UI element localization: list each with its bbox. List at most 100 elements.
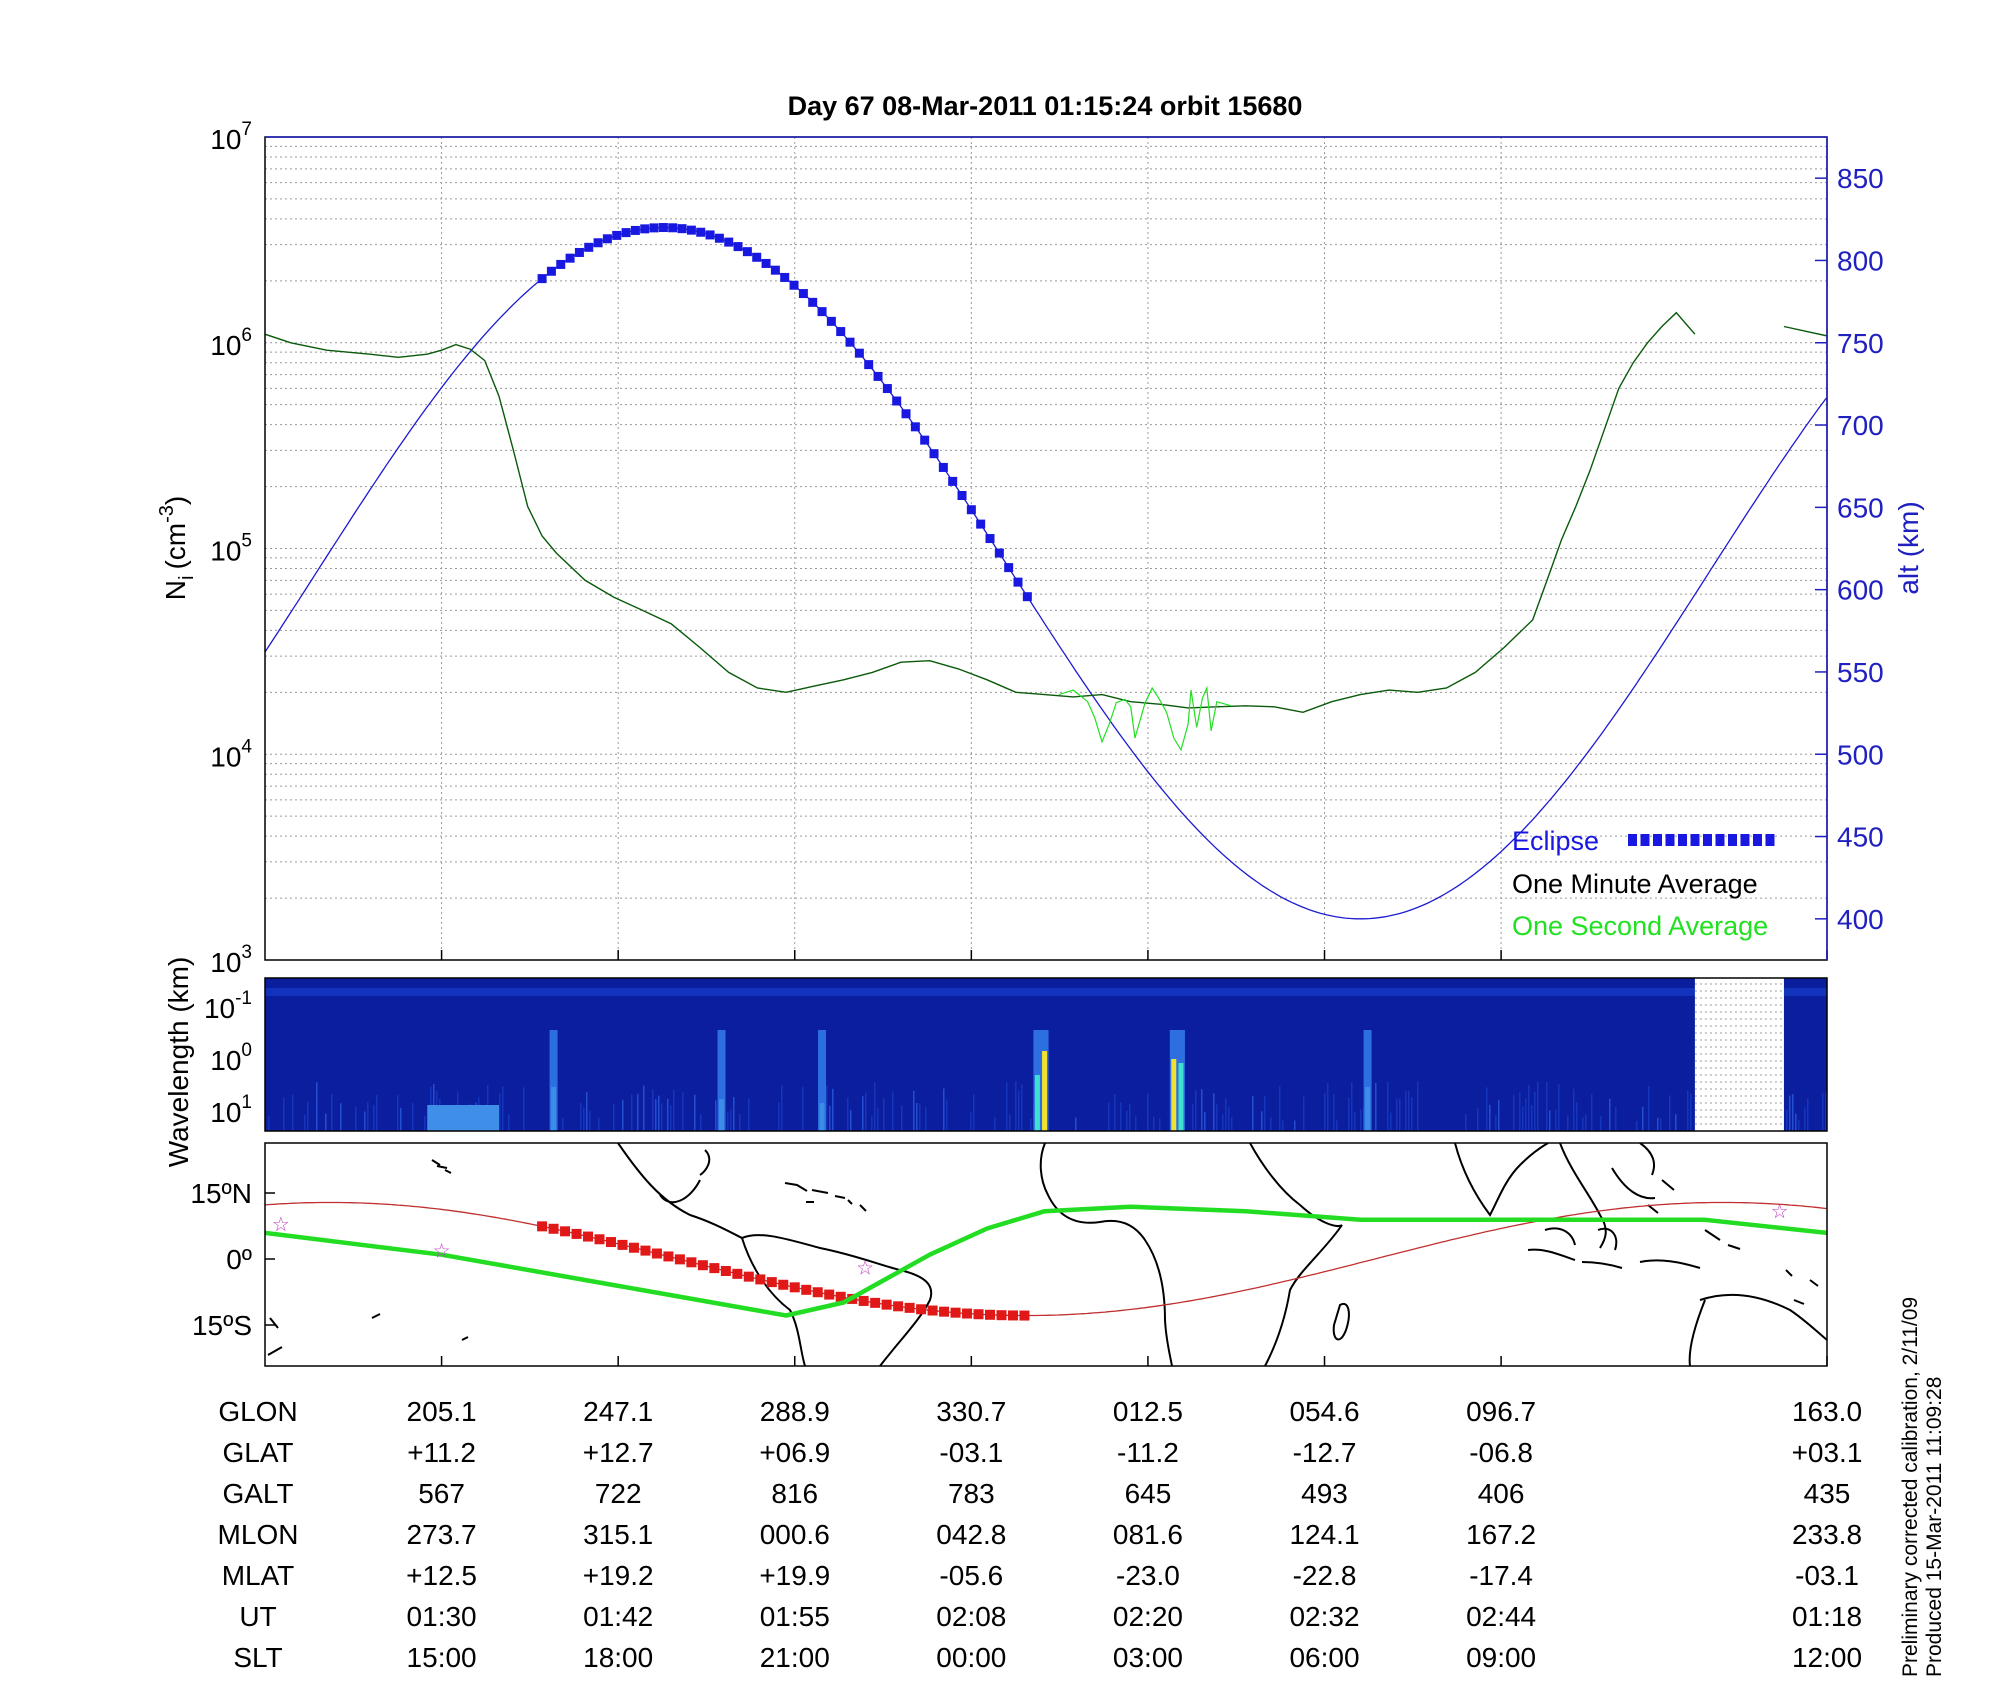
spectrogram-noise — [1399, 1098, 1401, 1131]
spectrogram-noise — [1522, 1106, 1524, 1131]
ground-track-eclipse-marker — [697, 1260, 708, 1271]
density-y-tick-label: 106 — [210, 325, 252, 361]
density-minute-line-after-gap — [1783, 325, 1827, 337]
spectrogram-marks — [265, 978, 1827, 1131]
altitude-y-tick-label: 450 — [1837, 822, 1884, 853]
spectrogram-noise — [1690, 1093, 1692, 1131]
spectrogram-noise — [1795, 1113, 1797, 1131]
spectrogram-noise — [1021, 1084, 1023, 1131]
spectrogram-noise — [1675, 1114, 1677, 1131]
spectrogram-noise — [1261, 1111, 1263, 1131]
legend-eclipse-square — [1653, 834, 1662, 846]
ground-station-star-icon: ☆ — [1771, 1201, 1789, 1223]
ground-track-eclipse-marker — [674, 1254, 685, 1265]
legend-eclipse-square — [1640, 834, 1650, 846]
density-y-tick-base: 10 — [210, 124, 241, 155]
spectrogram-noise — [1531, 1105, 1533, 1131]
footer-produced: Produced 15-Mar-2011 11:09:28 — [1923, 1377, 1946, 1677]
spectrogram-noise — [847, 1097, 849, 1131]
spectrogram-noise — [397, 1095, 399, 1131]
spectrogram-noise — [865, 1092, 867, 1131]
ground-track-eclipse-marker — [870, 1297, 881, 1308]
spectrogram-noise — [1513, 1094, 1515, 1131]
map-y-ticks: 15ºN 0º 15ºS — [190, 1178, 1828, 1366]
table-cell: 124.1 — [1289, 1519, 1359, 1550]
table-cell: 012.5 — [1113, 1396, 1183, 1427]
spectrogram-noise — [1825, 1091, 1827, 1131]
spectrogram-noise — [1546, 1081, 1548, 1131]
spectrogram-noise — [1600, 1116, 1602, 1131]
altitude-y-tick-label: 700 — [1837, 410, 1884, 441]
eclipse-marker — [742, 247, 752, 257]
spectrogram-noise — [1591, 1094, 1593, 1131]
eclipse-marker — [994, 548, 1004, 558]
map-y-tick-label: 15ºS — [192, 1310, 252, 1341]
spectrogram-noise — [1408, 1091, 1410, 1131]
eclipse-marker — [817, 307, 827, 317]
spectrogram-noise — [1477, 1107, 1479, 1131]
map-background — [265, 1143, 1827, 1366]
table-cell: 163.0 — [1792, 1396, 1862, 1427]
ground-track-eclipse-marker — [858, 1295, 869, 1306]
spectrogram-noise — [1153, 1116, 1155, 1131]
spectrogram-noise — [1495, 1115, 1497, 1131]
ground-track-eclipse-marker — [605, 1237, 616, 1248]
table-row-label: GLON — [218, 1396, 297, 1427]
spectrogram-noise — [829, 1105, 831, 1131]
spectrogram-noise — [874, 1082, 876, 1131]
ground-track-eclipse-marker — [939, 1306, 950, 1317]
spectrogram-noise — [1555, 1109, 1557, 1131]
spectrogram-noise — [589, 1110, 591, 1131]
eclipse-marker — [985, 534, 995, 544]
altitude-ylabel: alt (km) — [1893, 501, 1924, 594]
spectrogram-noise — [1252, 1096, 1254, 1131]
spectrogram-noise — [1792, 1093, 1794, 1131]
legend-minute-label: One Minute Average — [1512, 869, 1758, 899]
ground-track-eclipse-marker — [766, 1277, 777, 1288]
spectrogram-noise — [901, 1105, 903, 1131]
spectrogram-noise — [400, 1108, 402, 1131]
altitude-y-tick-label: 500 — [1837, 739, 1884, 770]
spectrogram-noise — [1030, 1118, 1032, 1131]
ground-track-eclipse-marker — [973, 1309, 984, 1320]
spectrogram-noise — [667, 1098, 669, 1131]
spectrogram-noise — [1129, 1103, 1131, 1131]
table-cell: 567 — [418, 1478, 465, 1509]
coastline-caribbean — [784, 1182, 867, 1212]
spectrogram-noise — [652, 1089, 654, 1131]
spectrogram-noise — [643, 1085, 645, 1131]
eclipse-marker — [686, 225, 696, 235]
spectrogram-y-tick-exp: 0 — [241, 1040, 252, 1061]
eclipse-marker — [808, 297, 818, 307]
spectrogram-noise — [583, 1107, 585, 1131]
table-cell: 233.8 — [1792, 1519, 1862, 1550]
spectrogram-noise — [1213, 1093, 1215, 1131]
spectrogram-band — [717, 1030, 726, 1131]
spectrogram-noise — [1018, 1090, 1020, 1131]
ground-track-eclipse-marker — [996, 1310, 1007, 1321]
table-cell: 054.6 — [1289, 1396, 1359, 1427]
spectrogram-noise — [1582, 1117, 1584, 1131]
eclipse-marker — [864, 360, 874, 370]
altitude-y-tick-label: 750 — [1837, 328, 1884, 359]
spectrogram-noise — [1303, 1096, 1305, 1131]
spectrogram-noise — [1336, 1120, 1338, 1131]
spectrogram-noise — [1294, 1120, 1296, 1131]
spectrogram-noise — [1360, 1109, 1362, 1131]
legend-eclipse-square — [1728, 834, 1737, 846]
spectrogram-noise — [367, 1102, 369, 1131]
ground-track-eclipse-marker — [962, 1308, 973, 1319]
density-ylabel-main: N — [160, 580, 191, 600]
table-row-label: UT — [239, 1601, 276, 1632]
eclipse-marker — [882, 384, 892, 394]
table-cell: 15:00 — [407, 1642, 477, 1673]
spectrogram-noise — [1147, 1093, 1149, 1131]
table-cell: 02:44 — [1466, 1601, 1536, 1632]
eclipse-marker — [780, 272, 790, 282]
spectrogram-y-tick-label: 10-1 — [204, 988, 252, 1024]
eclipse-marker — [658, 223, 668, 233]
table-cell: +03.1 — [1792, 1437, 1863, 1468]
table-cell: 02:08 — [936, 1601, 1006, 1632]
ground-track-eclipse-marker — [904, 1302, 915, 1313]
spectrogram-noise — [637, 1093, 639, 1131]
